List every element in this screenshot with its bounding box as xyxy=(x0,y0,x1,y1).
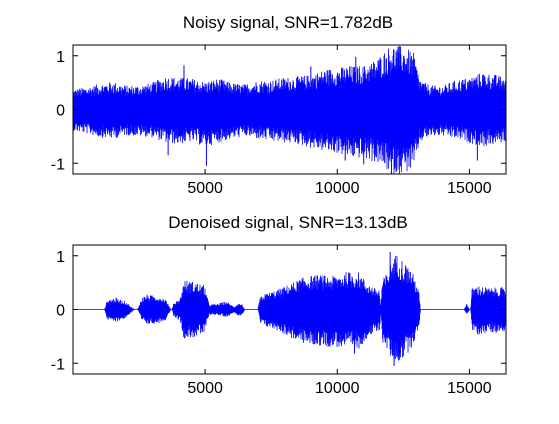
noisy-signal-title: Noisy signal, SNR=1.782dB xyxy=(183,13,393,32)
denoised-signal-panel: Denoised signal, SNR=13.13dB 5000 10000 15… xyxy=(51,213,506,397)
denoised-ytick-label: -1 xyxy=(51,356,65,373)
noisy-xtick-label: 5000 xyxy=(187,180,223,197)
denoised-xtick-label: 10000 xyxy=(315,380,360,397)
denoised-xtick-label: 15000 xyxy=(447,380,492,397)
denoised-signal-title: Denoised signal, SNR=13.13dB xyxy=(168,213,408,232)
noisy-xtick-label: 10000 xyxy=(315,180,360,197)
noisy-ytick-label: 0 xyxy=(56,103,65,120)
noisy-ytick-label: -1 xyxy=(51,156,65,173)
noisy-signal-panel: Noisy signal, SNR=1.782dB 5000 10000 15000… xyxy=(51,13,506,197)
denoised-ytick-label: 0 xyxy=(56,303,65,320)
noisy-xtick-label: 15000 xyxy=(447,180,492,197)
denoised-xtick-label: 5000 xyxy=(187,380,223,397)
denoised-ytick-label: 1 xyxy=(56,249,65,266)
noisy-ytick-label: 1 xyxy=(56,49,65,66)
